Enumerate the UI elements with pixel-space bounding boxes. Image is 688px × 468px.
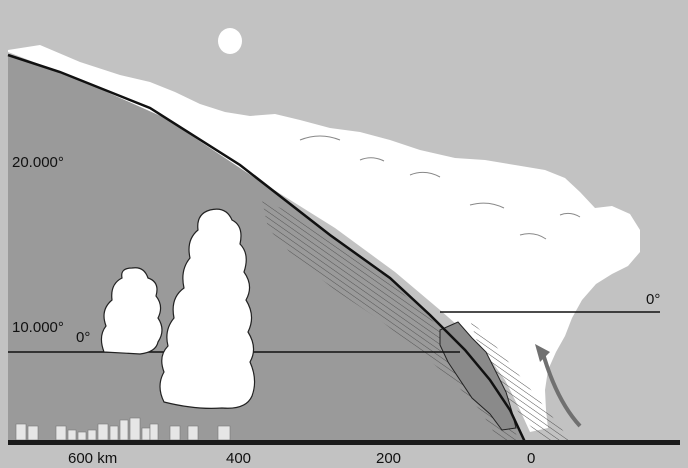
altitude-label-20000: 20.000° xyxy=(12,154,64,171)
city-silhouette xyxy=(15,417,231,441)
isotherm-label-left: 0° xyxy=(76,329,91,346)
rain-cell xyxy=(439,321,517,431)
small-cumulus-cloud xyxy=(100,267,163,355)
altitude-label-10000: 10.000° xyxy=(12,319,64,336)
cloud-texture xyxy=(299,135,581,240)
axis-tick-label: 200 xyxy=(376,450,402,467)
rising-air-arrowhead xyxy=(535,344,550,362)
tall-cumulus-cloud xyxy=(159,208,256,409)
axis-tick-label: 0 xyxy=(527,450,536,467)
isotherm-label-right: 0° xyxy=(646,291,661,308)
sun-icon xyxy=(218,28,242,54)
precipitation-band xyxy=(262,200,520,442)
ground-line xyxy=(8,440,680,445)
axis-tick-label: 600 km xyxy=(68,450,118,467)
rising-air-arrow xyxy=(540,349,582,428)
axis-tick-label: 400 xyxy=(226,450,252,467)
frontal-surface-line xyxy=(7,53,527,443)
precipitation-band-right xyxy=(470,320,570,442)
axis-area xyxy=(0,445,688,468)
